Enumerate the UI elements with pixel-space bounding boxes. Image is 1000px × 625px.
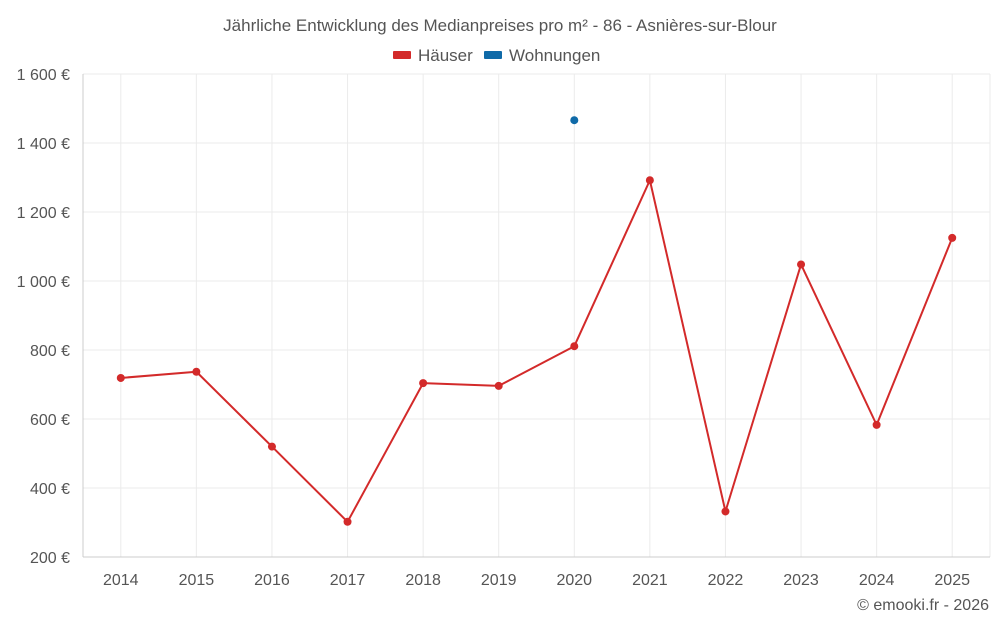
credit-text: © emooki.fr - 2026 (857, 597, 989, 614)
y-tick-label: 1 400 € (17, 136, 70, 153)
x-tick-label: 2021 (632, 572, 668, 589)
x-tick-label: 2018 (405, 572, 441, 589)
data-point-haeuser (797, 260, 806, 269)
series-line-haeuser (120, 179, 954, 523)
data-point-haeuser (494, 381, 503, 390)
data-point-wohnungen (570, 116, 579, 125)
data-point-haeuser (948, 233, 957, 242)
legend-item-haeuser[interactable]: Häuser (393, 46, 473, 65)
y-tick-label: 400 € (30, 481, 70, 498)
x-tick-label: 2019 (481, 572, 517, 589)
x-tick-label: 2020 (556, 572, 592, 589)
data-point-haeuser (419, 379, 428, 388)
x-tick-label: 2017 (330, 572, 366, 589)
data-point-haeuser (192, 367, 201, 376)
y-tick-label: 1 200 € (17, 205, 70, 222)
legend-swatch-haeuser (393, 51, 411, 59)
data-point-haeuser (267, 442, 276, 451)
data-point-haeuser (872, 420, 881, 429)
y-tick-label: 600 € (30, 412, 70, 429)
y-tick-label: 1 600 € (17, 67, 70, 84)
x-tick-label: 2022 (708, 572, 744, 589)
legend-swatch-wohnungen (484, 51, 502, 59)
legend-item-wohnungen[interactable]: Wohnungen (484, 46, 600, 65)
data-point-haeuser (721, 507, 730, 516)
data-point-haeuser (645, 176, 654, 185)
x-tick-label: 2024 (859, 572, 895, 589)
y-tick-label: 200 € (30, 550, 70, 567)
x-tick-label: 2014 (103, 572, 139, 589)
chart-legend: Häuser Wohnungen (393, 46, 600, 65)
data-point-haeuser (116, 373, 125, 382)
plot-area: 200 € 400 € 600 € 800 € 1 000 € 1 200 € 1 400 … (17, 67, 991, 589)
x-tick-label: 2023 (783, 572, 819, 589)
x-tick-label: 2025 (934, 572, 970, 589)
data-point-haeuser (343, 517, 352, 526)
legend-label-haeuser: Häuser (418, 46, 473, 65)
legend-label-wohnungen: Wohnungen (509, 46, 600, 65)
data-point-haeuser (570, 342, 579, 351)
x-tick-label: 2016 (254, 572, 290, 589)
y-tick-label: 1 000 € (17, 274, 70, 291)
y-tick-label: 800 € (30, 343, 70, 360)
x-tick-label: 2015 (179, 572, 215, 589)
chart-title: Jährliche Entwicklung des Medianpreises … (223, 16, 777, 35)
